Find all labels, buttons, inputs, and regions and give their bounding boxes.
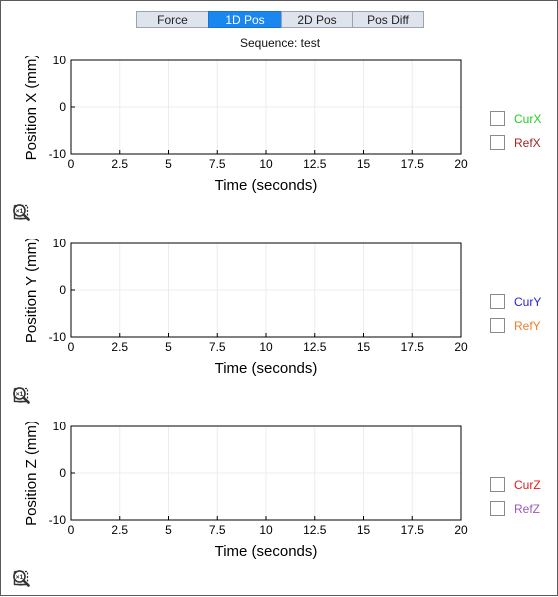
- tab-pos-diff[interactable]: Pos Diff: [352, 11, 424, 28]
- tab-2d-pos[interactable]: 2D Pos: [281, 11, 353, 28]
- x-tick-label: 15: [357, 340, 371, 354]
- legend-label-cury: CurY: [514, 294, 542, 309]
- y-tick-label: 0: [59, 283, 66, 297]
- x-tick-label: 7.5: [209, 340, 226, 354]
- legend-item-refx[interactable]: RefX: [490, 135, 541, 150]
- tab-force[interactable]: Force: [136, 11, 209, 28]
- x-tick-label: 12.5: [303, 340, 327, 354]
- x-tick-label: 2.5: [111, 340, 128, 354]
- legend-checkbox-cury[interactable]: [490, 294, 505, 309]
- y-tick-label: -10: [49, 330, 67, 344]
- x-tick-label: 2.5: [111, 157, 128, 171]
- y-tick-label: 0: [59, 100, 66, 114]
- x-tick-label: 0: [68, 340, 75, 354]
- legend-label-refy: RefY: [514, 318, 541, 333]
- x-axis-label: Time (seconds): [215, 177, 318, 194]
- y-tick-label: 10: [53, 422, 67, 433]
- legend-checkbox-curz[interactable]: [490, 477, 505, 492]
- svg-text:×1: ×1: [16, 208, 24, 215]
- legend-item-cury[interactable]: CurY: [490, 294, 541, 309]
- zoom-reset-icon[interactable]: ×1: [12, 386, 30, 404]
- x-tick-label: 15: [357, 157, 371, 171]
- zoom-reset-icon[interactable]: ×1: [12, 569, 30, 587]
- legend-item-curz[interactable]: CurZ: [490, 477, 541, 492]
- legend-checkbox-refx[interactable]: [490, 135, 505, 150]
- y-axis-label: Position Y (mm): [23, 239, 40, 343]
- x-tick-label: 5: [165, 340, 172, 354]
- legend-label-curz: CurZ: [514, 477, 541, 492]
- legend-label-refz: RefZ: [514, 501, 541, 516]
- x-tick-label: 10: [259, 340, 273, 354]
- legend-item-curx[interactable]: CurX: [490, 111, 541, 126]
- x-tick-label: 17.5: [401, 157, 425, 171]
- x-tick-label: 10: [259, 157, 273, 171]
- x-tick-label: 10: [259, 523, 273, 537]
- x-axis-label: Time (seconds): [215, 543, 318, 560]
- x-tick-label: 20: [454, 523, 468, 537]
- x-tick-label: 5: [165, 523, 172, 537]
- x-tick-label: 12.5: [303, 157, 327, 171]
- legend-item-refy[interactable]: RefY: [490, 318, 541, 333]
- tab-1d-pos[interactable]: 1D Pos: [208, 11, 282, 28]
- chart-position-y: 0 2.5 5 7.5 10 12.5 15 17.5 20 10 0 -10 Time (second…: [1, 239, 558, 414]
- y-tick-label: -10: [49, 147, 67, 161]
- sequence-label: Sequence: test: [239, 36, 321, 50]
- x-tick-label: 7.5: [209, 157, 226, 171]
- chart-position-z: 0 2.5 5 7.5 10 12.5 15 17.5 20 10 0 -10 Time (second…: [1, 422, 558, 597]
- y-tick-label: -10: [49, 513, 67, 527]
- y-axis-label: Position X (mm): [23, 56, 40, 160]
- y-tick-label: 10: [53, 239, 67, 250]
- legend-item-refz[interactable]: RefZ: [490, 501, 540, 516]
- legend-checkbox-refz[interactable]: [490, 501, 505, 516]
- x-tick-label: 2.5: [111, 523, 128, 537]
- x-tick-label: 7.5: [209, 523, 226, 537]
- x-tick-label: 15: [357, 523, 371, 537]
- view-tab-bar: Force 1D Pos 2D Pos Pos Diff: [136, 11, 424, 28]
- y-tick-label: 0: [59, 466, 66, 480]
- legend-checkbox-curx[interactable]: [490, 111, 505, 126]
- x-tick-label: 17.5: [401, 523, 425, 537]
- x-tick-label: 20: [454, 340, 468, 354]
- x-tick-label: 0: [68, 157, 75, 171]
- chart-position-x: 0 2.5 5 7.5 10 12.5 15 17.5 20 10 0 -10 Time (second…: [1, 56, 558, 231]
- svg-text:×1: ×1: [16, 391, 24, 398]
- x-tick-label: 17.5: [401, 340, 425, 354]
- zoom-reset-icon[interactable]: ×1: [12, 203, 30, 221]
- x-tick-label: 20: [454, 157, 468, 171]
- svg-text:×1: ×1: [16, 574, 24, 581]
- legend-label-curx: CurX: [514, 111, 542, 126]
- y-tick-label: 10: [53, 56, 67, 67]
- x-axis-label: Time (seconds): [215, 360, 318, 377]
- x-tick-label: 5: [165, 157, 172, 171]
- legend-label-refx: RefX: [514, 135, 541, 150]
- x-tick-label: 12.5: [303, 523, 327, 537]
- legend-checkbox-refy[interactable]: [490, 318, 505, 333]
- y-axis-label: Position Z (mm): [23, 422, 40, 526]
- x-tick-label: 0: [68, 523, 75, 537]
